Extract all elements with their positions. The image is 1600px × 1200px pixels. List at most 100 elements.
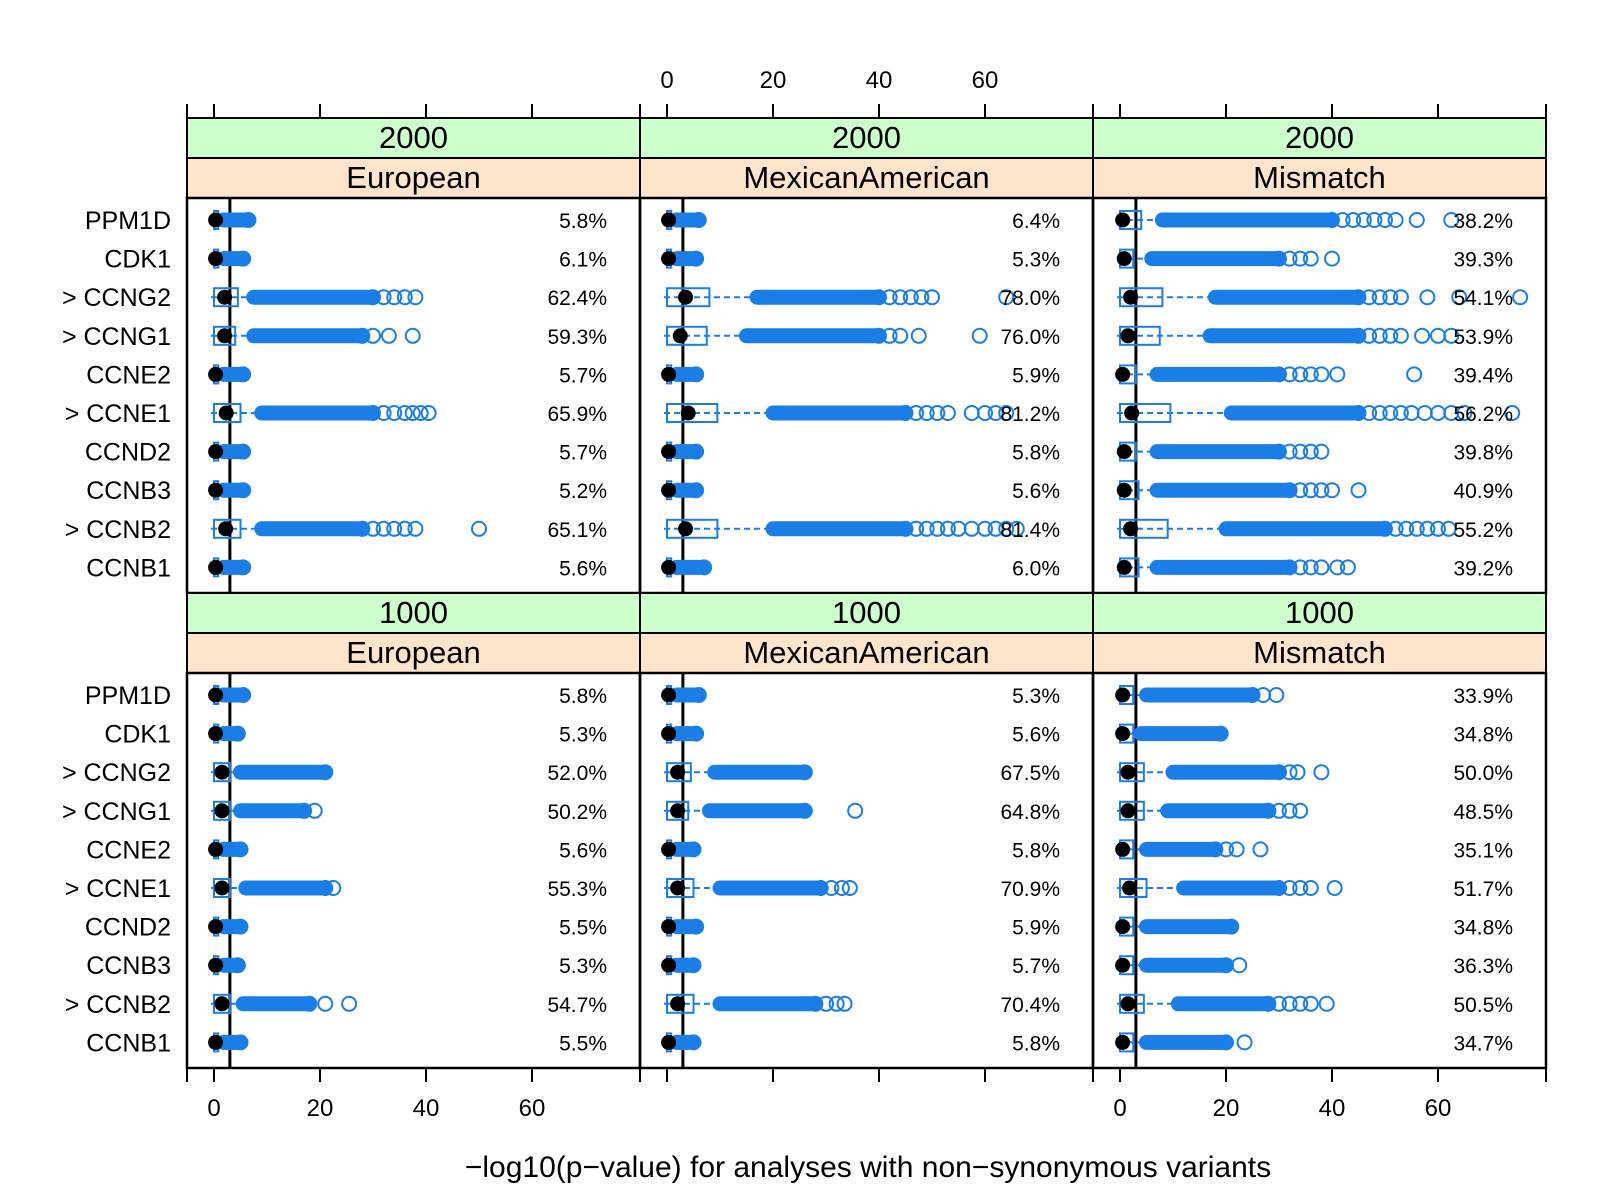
outlier-point [987, 405, 1004, 421]
box-row: 5.6% [208, 557, 607, 580]
outlier-point [396, 520, 413, 537]
outlier-point [1292, 482, 1309, 499]
outlier-point [375, 520, 392, 537]
outlier-point [1218, 841, 1234, 858]
x-axis-tick-label: 60 [1425, 1095, 1452, 1122]
strip-population-label: MexicanAmerican [743, 160, 989, 195]
percent-label: 6.1% [559, 249, 607, 272]
median-point [208, 212, 224, 228]
outlier-point [1329, 366, 1346, 383]
outlier-point [1289, 764, 1306, 781]
strip-population [639, 157, 1094, 199]
median-point [208, 919, 224, 935]
outlier-point [688, 918, 705, 935]
median-point [1116, 559, 1132, 575]
box-row: 5.3% [208, 955, 607, 978]
outlier-point [1318, 995, 1335, 1012]
box-row: 5.9% [661, 364, 1060, 387]
outlier-point [998, 405, 1015, 421]
box-row: 34.7% [1115, 1032, 1513, 1055]
median-point [661, 841, 677, 857]
outlier-point [235, 366, 252, 383]
box-row: 51.7% [1117, 878, 1513, 901]
outlier-point [910, 327, 927, 344]
strip-population-label: MexicanAmerican [743, 635, 989, 670]
outlier-point [1313, 443, 1330, 460]
median-point [680, 405, 696, 421]
box-row: 65.1% [211, 518, 607, 542]
percent-label: 5.8% [1012, 1032, 1060, 1055]
outlier-point [1281, 802, 1298, 819]
outlier-point [881, 327, 898, 344]
percent-label: 5.7% [1012, 955, 1060, 978]
outlier-point [812, 880, 829, 896]
x-axis-title: −log10(p−value) for analyses with non−sy… [465, 1151, 1271, 1184]
percent-label: 5.9% [1012, 917, 1060, 940]
outlier-point [1292, 250, 1309, 267]
percent-label: 55.3% [547, 878, 607, 901]
outlier-point [987, 520, 1004, 537]
box-row: 5.6% [661, 480, 1060, 503]
percent-label: 54.1% [1453, 287, 1513, 310]
strip-population [186, 632, 641, 674]
gene-label: CDK1 [104, 721, 171, 749]
median-point [1115, 1034, 1131, 1050]
median-point [1115, 841, 1131, 857]
outlier-point [1281, 559, 1298, 576]
outlier-point [407, 289, 424, 306]
outlier-point [939, 520, 956, 537]
median-point [1123, 289, 1139, 305]
strip-population [186, 157, 641, 199]
outlier-point [1350, 482, 1367, 499]
box-row: 48.5% [1117, 800, 1513, 824]
outlier-point [897, 520, 914, 537]
outlier-point [977, 520, 993, 537]
percent-label: 5.2% [559, 480, 607, 503]
outlier-point [420, 405, 437, 421]
percent-label: 59.3% [547, 326, 607, 349]
box-row: 36.3% [1115, 955, 1513, 978]
median-point [214, 996, 230, 1012]
outlier-point [818, 995, 834, 1012]
percent-label: 50.2% [547, 801, 607, 824]
median-point [214, 880, 230, 896]
median-point [1115, 212, 1131, 228]
percent-label: 52.0% [547, 762, 607, 785]
outlier-point [1456, 405, 1473, 421]
outlier-point [823, 880, 840, 896]
strip-population-label: European [346, 160, 480, 195]
outlier-point [1271, 802, 1287, 819]
box-row: 81.2% [664, 403, 1060, 426]
outlier-point [1252, 841, 1269, 858]
outlier-point [1430, 327, 1446, 344]
outlier-point [1302, 250, 1319, 267]
outlier-point [229, 957, 246, 974]
percent-label: 78.0% [1000, 287, 1060, 310]
box-row: 39.2% [1116, 557, 1513, 580]
outlier-point [939, 405, 956, 421]
gene-label: PPM1D [85, 682, 171, 710]
median-point [678, 521, 694, 537]
outlier-point [1430, 405, 1446, 421]
box-row: 78.0% [664, 287, 1060, 310]
strip-population [1092, 157, 1547, 199]
box-row: 39.8% [1116, 441, 1513, 465]
box-row: 53.9% [1117, 325, 1513, 349]
outlier-point [306, 802, 323, 819]
outlier-point [1271, 995, 1287, 1012]
outlier-point [1292, 443, 1309, 460]
outlier-point [1324, 212, 1340, 228]
outlier-point [1419, 520, 1436, 537]
median-point [1115, 687, 1131, 703]
outlier-point [685, 957, 702, 974]
outlier-point [1260, 995, 1277, 1012]
median-point [661, 919, 677, 935]
outlier-point [1292, 880, 1309, 896]
median-point [661, 687, 677, 703]
outlier-point [1313, 559, 1330, 576]
percent-label: 67.5% [1000, 762, 1060, 785]
outlier-point [365, 520, 381, 537]
outlier-point [685, 841, 702, 858]
outlier-point [396, 405, 413, 421]
outlier-point [1302, 995, 1319, 1012]
